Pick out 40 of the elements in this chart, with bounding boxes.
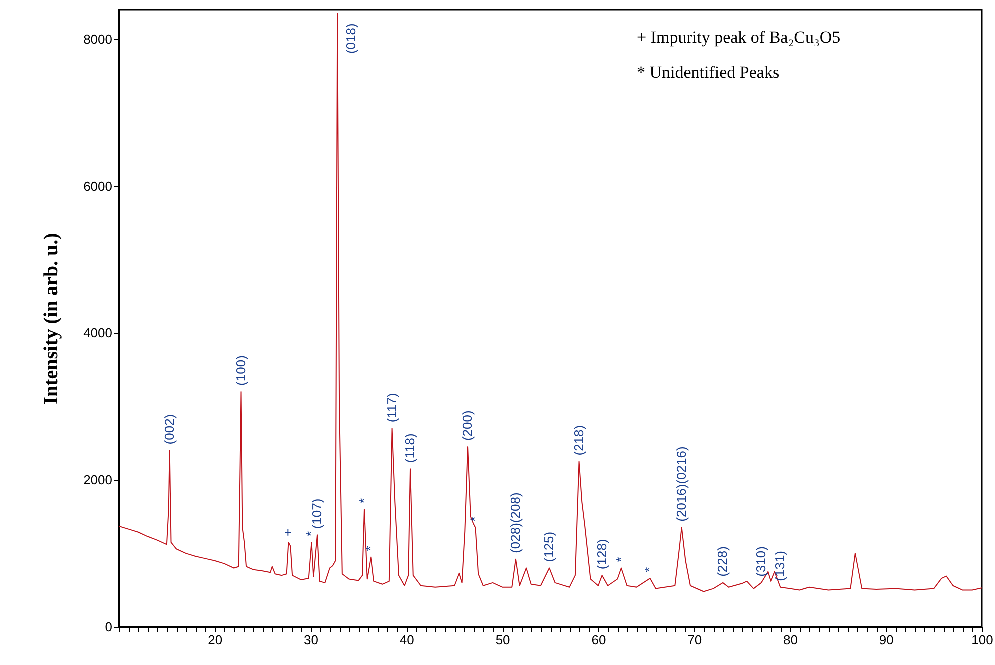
annotation: (018) [344,24,359,54]
x-tick-label: 40 [400,632,414,648]
annotation: (2016)(0216) [674,446,689,522]
line-series [119,13,982,592]
y-axis-title: Intensity (in arb. u.) [40,233,63,405]
annotation: (117) [384,393,400,423]
y-tick-label: 8000 [84,32,112,47]
x-tick-label: 30 [304,632,319,648]
x-tick-label: 20 [208,632,223,648]
y-tick-label: 6000 [84,178,112,194]
annotation: + Impurity peak of Ba₂Cu₃O5 [637,28,841,47]
x-tick-label: 60 [592,632,606,648]
annotation: * [363,546,378,552]
y-tick-label: 4000 [84,326,112,341]
x-tick-label: 80 [783,632,798,648]
annotation: (107) [309,498,324,530]
y-tick-label: 0 [105,620,112,634]
annotation: (218) [571,425,586,456]
annotation: (002) [162,414,177,445]
annotation: (128) [594,539,610,570]
annotation: (125) [542,532,557,562]
x-tick-label: 50 [496,632,510,648]
annotation: (228) [715,546,730,577]
annotation: (310) [753,546,768,577]
x-tick-label: 70 [688,632,702,648]
annotation: (100) [233,356,248,386]
annotation: (028)(208) [508,492,523,554]
annotation: * [304,531,319,537]
annotation: (131) [772,550,788,582]
x-tick-label: 90 [879,632,894,648]
annotation: (200) [460,410,476,442]
x-tick-label: 100 [972,632,994,648]
annotation: * Unidentified Peaks [637,63,780,82]
annotation: (118) [402,434,418,464]
y-tick-label: 2000 [84,472,112,488]
annotation: * [642,567,658,573]
annotation: * [468,516,483,522]
annotation: * [613,557,628,562]
annotation: + [280,528,296,537]
annotation: * [356,498,372,504]
